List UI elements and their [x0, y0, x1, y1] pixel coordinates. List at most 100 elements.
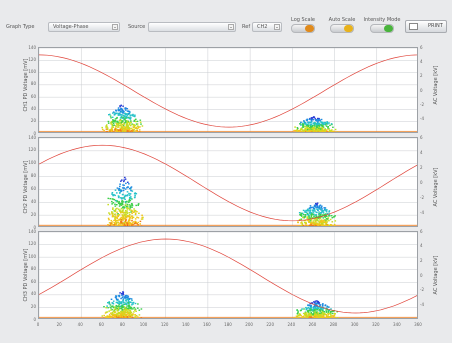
- pd-point: [114, 222, 116, 224]
- y2-tick-label: -4: [420, 116, 424, 122]
- pd-point: [311, 224, 314, 226]
- pd-point: [314, 300, 317, 302]
- pd-point: [126, 295, 129, 297]
- pd-point: [121, 114, 123, 116]
- pd-point: [124, 318, 126, 319]
- pd-point: [110, 309, 112, 311]
- pd-point: [324, 122, 327, 124]
- pd-point: [324, 208, 327, 211]
- pd-point: [115, 110, 117, 112]
- pd-point: [318, 314, 321, 316]
- pd-point: [114, 318, 116, 319]
- pd-point: [116, 225, 119, 226]
- pd-point: [313, 216, 315, 218]
- plot3-area[interactable]: [38, 231, 418, 319]
- pd-point: [318, 133, 320, 134]
- pd-point: [310, 212, 312, 214]
- pd-point: [313, 305, 316, 308]
- pd-point: [316, 132, 318, 133]
- pd-point: [116, 216, 118, 218]
- pd-point: [327, 315, 329, 317]
- pd-point: [112, 194, 114, 196]
- pd-point: [131, 123, 133, 125]
- intensity-mode-toggle[interactable]: Intensity Mode: [362, 17, 402, 33]
- pd-point: [302, 130, 305, 132]
- print-button[interactable]: PRINT: [405, 20, 447, 33]
- pd-point: [321, 130, 324, 132]
- pd-point: [325, 227, 327, 228]
- pd-point: [332, 310, 335, 312]
- pd-point: [321, 132, 323, 133]
- pd-point: [115, 304, 118, 307]
- pd-point: [327, 319, 329, 320]
- auto-scale-switch[interactable]: [330, 24, 354, 33]
- pd-point: [119, 129, 121, 132]
- pd-point: [125, 316, 128, 318]
- log-scale-switch[interactable]: [291, 24, 315, 33]
- pd-point: [129, 199, 132, 202]
- pd-point: [128, 199, 131, 201]
- pd-point: [139, 119, 142, 121]
- pd-point: [327, 227, 329, 228]
- pd-point: [132, 114, 134, 116]
- pd-point: [112, 300, 115, 302]
- pd-point: [327, 126, 330, 128]
- pd-point: [107, 197, 110, 200]
- plot2-area[interactable]: [38, 137, 418, 227]
- plot1-area[interactable]: [38, 47, 418, 133]
- chevron-down-icon[interactable]: [112, 24, 118, 30]
- pd-point: [122, 226, 124, 227]
- ref-select[interactable]: CH2: [252, 22, 282, 32]
- pd-point: [140, 131, 143, 132]
- pd-point: [120, 132, 122, 133]
- pd-point: [296, 127, 299, 129]
- auto-scale-toggle[interactable]: Auto Scale: [324, 17, 360, 33]
- pd-point: [109, 306, 112, 308]
- pd-point: [318, 119, 320, 122]
- intensity-mode-switch[interactable]: [370, 24, 394, 33]
- pd-point: [124, 218, 127, 220]
- pd-point: [128, 194, 131, 196]
- pd-point: [309, 131, 311, 132]
- pd-point: [132, 123, 135, 126]
- pd-point: [135, 314, 138, 317]
- pd-point: [313, 318, 315, 319]
- pd-point: [306, 216, 308, 218]
- pd-point: [306, 130, 308, 132]
- pd-point: [131, 299, 133, 302]
- pd-point: [123, 309, 125, 311]
- pd-point: [129, 193, 132, 195]
- pd-point: [316, 205, 319, 207]
- pd-point: [126, 310, 128, 312]
- source-select[interactable]: [148, 22, 236, 32]
- pd-point: [120, 115, 123, 118]
- pd-point: [305, 318, 307, 319]
- pd-point: [125, 226, 127, 227]
- pd-point: [125, 182, 127, 185]
- pd-point: [120, 318, 122, 319]
- pd-point: [300, 225, 302, 226]
- chevron-down-icon[interactable]: [274, 24, 280, 30]
- pd-point: [132, 133, 134, 134]
- auto-scale-label: Auto Scale: [328, 17, 356, 23]
- pd-point: [128, 113, 130, 116]
- pd-point: [116, 214, 119, 216]
- pd-point: [131, 190, 134, 192]
- chevron-down-icon[interactable]: [228, 24, 234, 30]
- pd-point: [111, 312, 114, 314]
- pd-point: [121, 309, 123, 311]
- pd-point: [121, 319, 123, 320]
- pd-point: [312, 226, 314, 227]
- pd-point: [130, 226, 132, 227]
- pd-point: [306, 126, 308, 128]
- pd-point: [112, 132, 114, 133]
- graph-type-select[interactable]: Voltage-Phase: [48, 22, 120, 32]
- pd-point: [320, 124, 323, 126]
- log-scale-toggle[interactable]: Log Scale: [286, 17, 320, 33]
- y-tick-label: 60: [30, 278, 36, 284]
- pd-point: [321, 317, 323, 318]
- pd-point: [117, 129, 120, 132]
- pd-point: [138, 309, 141, 311]
- pd-point: [318, 132, 320, 133]
- pd-point: [120, 319, 122, 320]
